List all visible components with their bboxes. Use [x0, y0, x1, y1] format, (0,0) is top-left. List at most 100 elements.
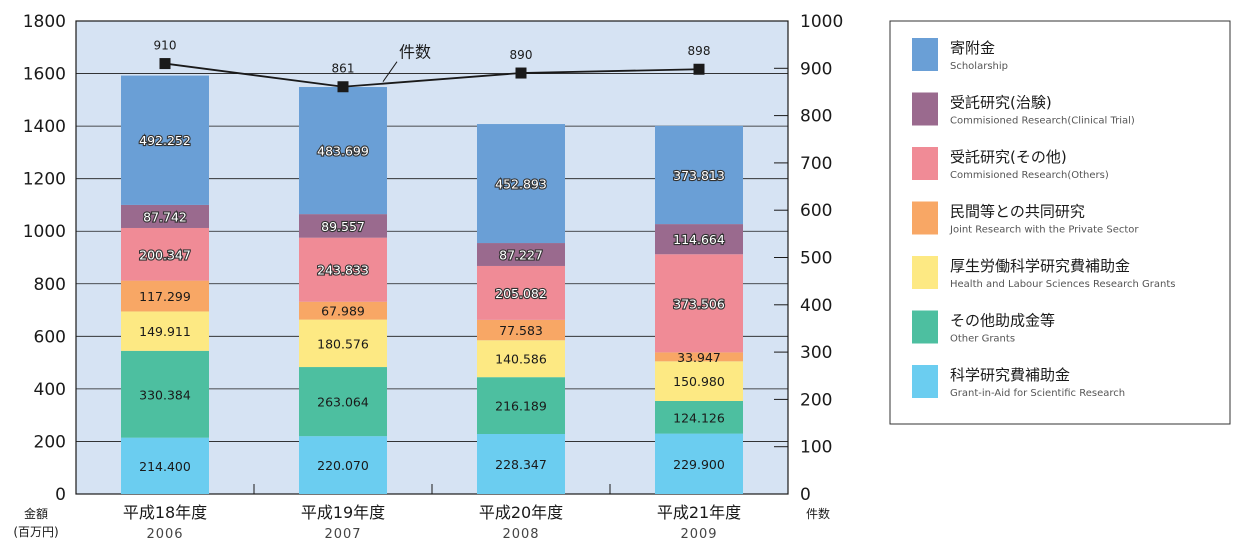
- bar-segment: [299, 367, 387, 437]
- bar-segment: [655, 400, 743, 434]
- right-axis-tick-label: 500: [800, 249, 832, 269]
- bar-segment: [121, 204, 209, 228]
- legend-label: 民間等との共同研究: [950, 203, 1085, 221]
- legend-label: 厚生労働科学研究費補助金: [950, 257, 1130, 275]
- bar-value-label: 243.833: [317, 263, 369, 278]
- bar-value-label: 483.699: [317, 144, 369, 159]
- bar-value-label: 452.893: [495, 177, 547, 192]
- x-year-label: 2006: [146, 527, 183, 542]
- count-value-label: 910: [154, 39, 177, 53]
- left-axis-tick-label: 1000: [23, 222, 66, 242]
- bar-value-label: 149.911: [139, 324, 191, 339]
- bar-value-label: 492.252: [139, 133, 191, 148]
- count-marker: [515, 67, 527, 79]
- left-axis-tick-label: 0: [55, 485, 66, 505]
- bar-segment: [121, 227, 209, 281]
- x-category-label: 平成18年度: [123, 503, 207, 522]
- x-category-label: 平成20年度: [479, 503, 563, 522]
- legend-label-en: Grant-in-Aid for Scientific Research: [950, 388, 1125, 399]
- bar-value-label: 89.557: [321, 219, 365, 234]
- bar-value-label: 214.400: [139, 459, 191, 474]
- bar-segment: [655, 254, 743, 353]
- right-axis-tick-label: 100: [800, 438, 832, 458]
- count-line: [164, 62, 700, 88]
- legend-swatch: [912, 365, 938, 398]
- annotation-pointer: [382, 61, 398, 82]
- legend-swatch: [912, 256, 938, 289]
- bar-value-label: 220.070: [317, 458, 369, 473]
- legend-label-en: Joint Research with the Private Sector: [949, 225, 1139, 236]
- bar-segment: [655, 352, 743, 362]
- line-annotation-label: 件数: [399, 43, 431, 62]
- bar-value-label: 114.664: [673, 232, 725, 247]
- right-axis-tick-label: 0: [800, 485, 811, 505]
- count-value-label: 861: [332, 62, 355, 76]
- x-category-label: 平成21年度: [657, 503, 741, 522]
- bar-value-label: 87.742: [143, 209, 187, 224]
- legend-label-en: Other Grants: [950, 334, 1015, 345]
- legend-label: 受託研究(その他): [950, 148, 1067, 166]
- bar-segment: [121, 75, 209, 205]
- bar-segment: [121, 437, 209, 494]
- right-axis-tick-label: 300: [800, 343, 832, 363]
- bar-segment: [299, 214, 387, 238]
- bar-segment: [477, 124, 565, 244]
- bar-segment: [477, 243, 565, 266]
- legend-label: 受託研究(治験): [950, 94, 1052, 112]
- bar-segment: [477, 340, 565, 378]
- right-axis-tick-label: 600: [800, 201, 832, 221]
- left-axis-tick-label: 1200: [23, 170, 66, 190]
- left-axis-tick-label: 800: [34, 275, 66, 295]
- bar-value-label: 228.347: [495, 457, 547, 472]
- left-axis-tick-label: 600: [34, 327, 66, 347]
- bar-segment: [299, 237, 387, 302]
- right-axis-tick-label: 900: [800, 59, 832, 79]
- x-year-label: 2007: [324, 527, 361, 542]
- x-category-label: 平成19年度: [301, 503, 385, 522]
- bar-value-label: 229.900: [673, 457, 725, 472]
- left-axis-tick-label: 1400: [23, 117, 66, 137]
- bar-segment: [655, 433, 743, 494]
- bar-segment: [121, 311, 209, 351]
- bar-value-label: 67.989: [321, 304, 365, 319]
- legend-swatch: [912, 92, 938, 126]
- count-marker: [337, 81, 349, 93]
- legend-label: 寄附金: [950, 39, 995, 57]
- left-axis-unit: (百万円): [13, 525, 58, 539]
- bar-segment: [477, 377, 565, 434]
- bar-segment: [299, 301, 387, 320]
- legend-swatch: [912, 201, 938, 235]
- count-value-label: 890: [510, 48, 533, 62]
- left-axis-title: 金額: [24, 506, 48, 521]
- bar-value-label: 373.813: [673, 168, 725, 183]
- right-axis-tick-label: 800: [800, 107, 832, 127]
- bar-value-label: 216.189: [495, 399, 547, 414]
- bar-value-label: 200.347: [139, 247, 191, 262]
- left-axis-tick-label: 400: [34, 380, 66, 400]
- bar-value-label: 77.583: [499, 323, 543, 338]
- right-axis-tick-label: 1000: [800, 12, 843, 32]
- bar-value-label: 150.980: [673, 374, 725, 389]
- count-value-label: 898: [688, 44, 711, 58]
- bar-value-label: 373.506: [673, 296, 725, 311]
- legend-label-en: Scholarship: [950, 61, 1008, 72]
- bar-segment: [655, 361, 743, 401]
- legend-swatch: [912, 310, 938, 344]
- bar-segment: [121, 350, 209, 438]
- left-axis-tick-label: 1800: [23, 12, 66, 32]
- count-marker: [693, 63, 705, 75]
- x-year-label: 2008: [502, 527, 539, 542]
- x-year-label: 2009: [680, 527, 717, 542]
- right-axis-tick-label: 400: [800, 296, 832, 316]
- bar-segment: [655, 224, 743, 255]
- bar-segment: [299, 87, 387, 215]
- legend-swatch: [912, 147, 938, 180]
- left-axis-tick-label: 1600: [23, 65, 66, 85]
- bar-value-label: 330.384: [139, 387, 191, 402]
- legend-label: 科学研究費補助金: [950, 366, 1070, 384]
- right-axis-tick-label: 700: [800, 154, 832, 174]
- legend-box: [889, 20, 1231, 425]
- bar-segment: [655, 125, 743, 225]
